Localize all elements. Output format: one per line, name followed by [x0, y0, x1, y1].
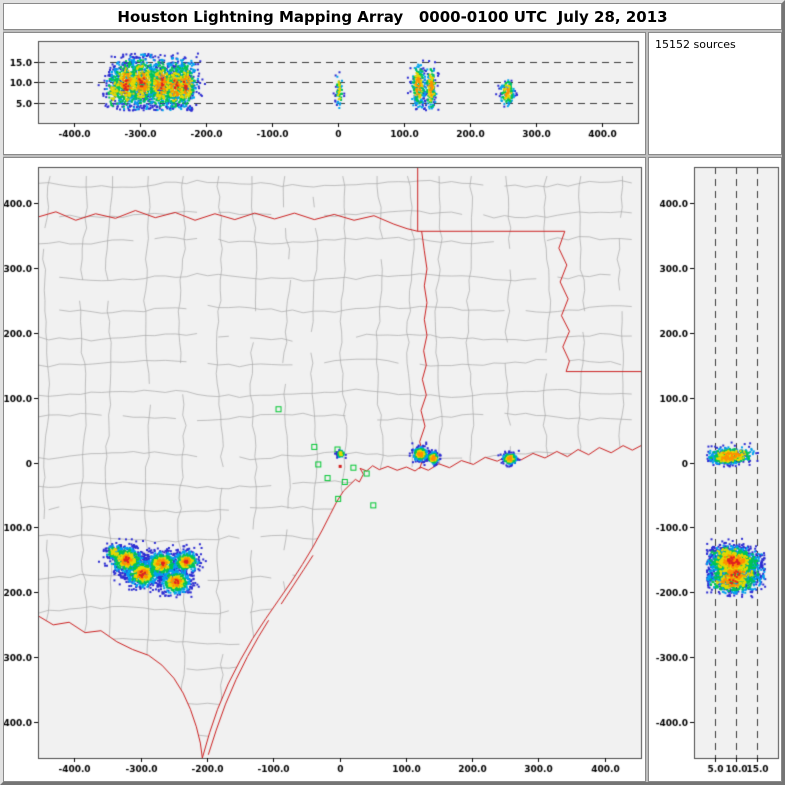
- window-title: Houston Lightning Mapping Array 0000-010…: [117, 7, 668, 26]
- altitude-ew-cross-section-panel: [3, 32, 646, 155]
- altitude-ew-cross-section-plot[interactable]: [4, 33, 645, 154]
- plan-view-map-plot[interactable]: [4, 158, 645, 781]
- source-count-panel: 15152 sources: [648, 32, 782, 155]
- altitude-ns-cross-section-panel: [648, 157, 782, 782]
- title-bar: Houston Lightning Mapping Array 0000-010…: [3, 3, 782, 30]
- plan-view-map-panel: [3, 157, 646, 782]
- altitude-ns-cross-section-plot[interactable]: [649, 158, 781, 781]
- source-count-label: 15152 sources: [655, 38, 736, 51]
